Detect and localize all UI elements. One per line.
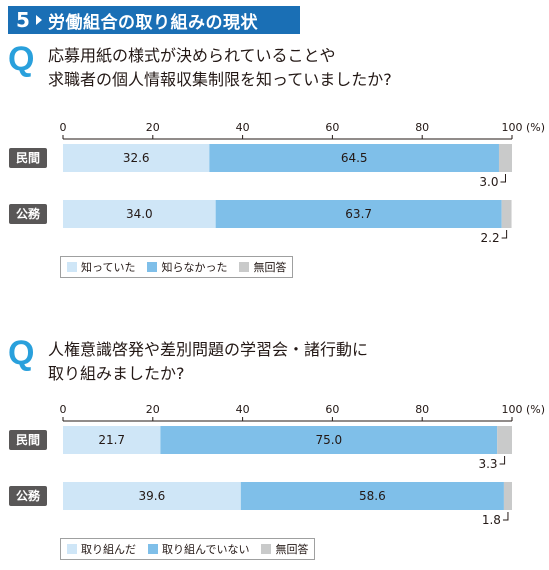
section-header: 5 労働組合の取り組みの現状 <box>8 6 300 34</box>
bar-segment <box>497 426 512 454</box>
legend-item: 取り組んでいない <box>148 541 249 557</box>
leader-line <box>502 512 509 521</box>
legend-item: 知っていた <box>67 259 135 275</box>
legend-swatch <box>147 262 158 272</box>
tick-label: 60 <box>325 121 339 134</box>
legend-swatch <box>239 262 250 272</box>
legend-label: 無回答 <box>275 543 309 556</box>
tick-label: 20 <box>146 403 160 416</box>
unit-label: (%) <box>526 403 545 416</box>
legend-swatch <box>261 544 272 554</box>
tick-label: 40 <box>236 121 250 134</box>
question-2-line-2: 取り組みましたか? <box>48 364 185 383</box>
row-label-box <box>9 486 47 506</box>
legend-swatch <box>148 544 158 554</box>
row-label: 公務 <box>16 488 41 503</box>
legend-label: 取り組んだ <box>81 543 136 556</box>
row-label: 民間 <box>16 433 40 447</box>
bar-segment <box>501 200 512 228</box>
question-1: Q 応募用紙の様式が決められていることや 求職者の個人情報収集制限を知っていまし… <box>8 42 392 92</box>
tick-label: 0 <box>60 121 67 134</box>
legend-label: 無回答 <box>253 261 287 274</box>
bar-segment <box>63 482 241 510</box>
legend-item: 取り組んだ <box>67 541 136 557</box>
legend-item: 無回答 <box>261 541 308 557</box>
question-2-text: 人権意識啓発や差別問題の学習会・諸行動に 取り組みましたか? <box>48 336 368 386</box>
row-label-box <box>9 204 47 224</box>
bar-segment <box>498 144 512 172</box>
legend-swatch <box>67 544 77 554</box>
question-1-line-2: 求職者の個人情報収集制限を知っていましたか? <box>48 70 392 89</box>
section-number: 5 <box>16 8 30 32</box>
data-label: 1.8 <box>482 513 501 527</box>
tick-label: 100 <box>502 403 523 416</box>
bar-segment <box>209 144 499 172</box>
tick-label: 40 <box>236 403 250 416</box>
data-label: 2.2 <box>481 231 500 245</box>
section-title: 労働組合の取り組みの現状 <box>48 12 258 33</box>
data-label: 64.5 <box>341 151 368 165</box>
bar-segment <box>63 426 161 454</box>
bar-segment <box>160 426 498 454</box>
bar-segment <box>63 200 216 228</box>
tick-label: 60 <box>325 403 339 416</box>
data-label: 21.7 <box>98 433 125 447</box>
leader-line <box>501 230 508 239</box>
question-1-line-1: 応募用紙の様式が決められていることや <box>48 46 336 65</box>
tick-label: 80 <box>415 121 429 134</box>
data-label: 32.6 <box>123 151 150 165</box>
tick-label: 100 <box>502 121 523 134</box>
chart-2: 0 20 40 60 80 100 (%) 民間 21.7 75.0 3.3 公務 39.6 58.6 1.… <box>0 402 549 562</box>
chart-2-svg: 0 20 40 60 80 100 (%) 民間 21.7 75.0 3.3 公務 39.6 58.6 1.… <box>9 403 545 527</box>
legend-label: 知らなかった <box>161 261 228 274</box>
data-label: 63.7 <box>345 207 372 221</box>
chart-2-legend: 取り組んだ 取り組んでいない 無回答 <box>60 538 316 560</box>
q-mark-icon: Q <box>8 40 35 78</box>
data-label: 75.0 <box>315 433 342 447</box>
legend-swatch <box>67 262 77 272</box>
chart-1: 0 20 40 60 80 100 (%) 民間 32.6 64.5 3.0 公務 34.0 63.7 2.… <box>0 120 549 280</box>
data-label: 34.0 <box>126 207 153 221</box>
tick-label: 0 <box>60 403 67 416</box>
question-2-line-1: 人権意識啓発や差別問題の学習会・諸行動に <box>48 340 369 359</box>
chart-1-svg: 0 20 40 60 80 100 (%) 民間 32.6 64.5 3.0 公務 34.0 63.7 2.… <box>9 121 545 245</box>
question-2: Q 人権意識啓発や差別問題の学習会・諸行動に 取り組みましたか? <box>8 336 368 386</box>
row-label: 民間 <box>16 151 40 165</box>
bar-segment <box>63 144 210 172</box>
legend-label: 知っていた <box>81 261 136 274</box>
legend-item: 無回答 <box>239 259 286 275</box>
leader-line <box>499 456 506 465</box>
data-label: 39.6 <box>139 489 166 503</box>
data-label: 3.0 <box>479 175 498 189</box>
triangle-arrow-icon <box>36 15 42 25</box>
bar-segment <box>215 200 502 228</box>
row-label-box <box>9 148 47 168</box>
legend-item: 知らなかった <box>147 259 227 275</box>
bar-segment <box>503 482 512 510</box>
unit-label: (%) <box>526 121 545 134</box>
data-label: 3.3 <box>478 457 497 471</box>
data-label: 58.6 <box>359 489 386 503</box>
row-label-box <box>9 430 47 450</box>
leader-line <box>500 174 506 183</box>
question-1-text: 応募用紙の様式が決められていることや 求職者の個人情報収集制限を知っていましたか… <box>48 42 392 92</box>
q-mark-icon: Q <box>8 334 35 372</box>
tick-label: 80 <box>415 403 429 416</box>
row-label: 公務 <box>16 206 41 221</box>
chart-1-legend: 知っていた 知らなかった 無回答 <box>60 256 294 278</box>
bar-segment <box>240 482 504 510</box>
tick-label: 20 <box>146 121 160 134</box>
legend-label: 取り組んでいない <box>162 543 250 556</box>
